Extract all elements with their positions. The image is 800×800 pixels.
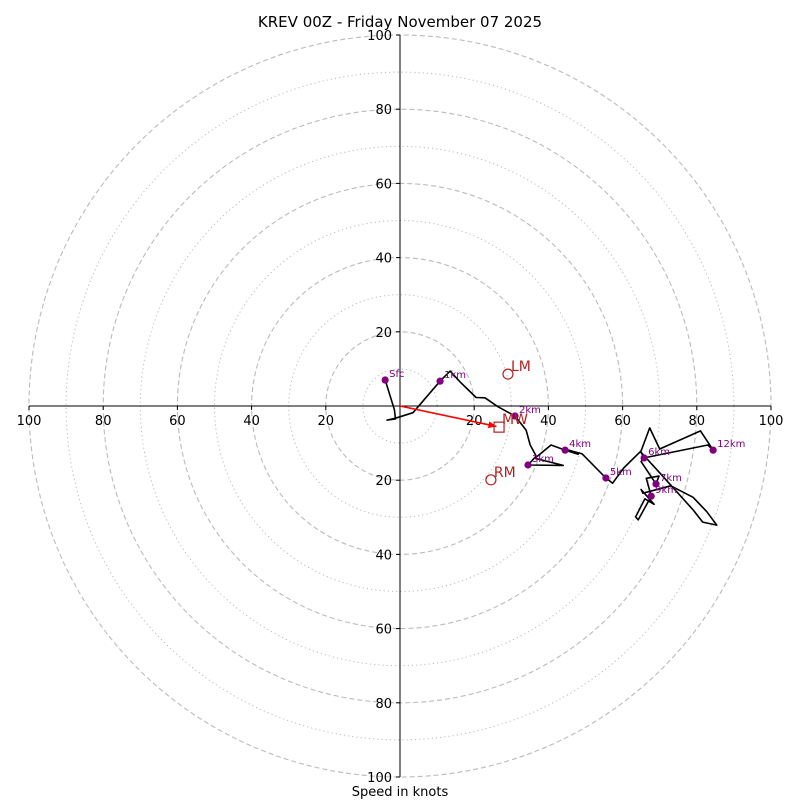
height-marker-label: 1km xyxy=(444,370,466,381)
y-tick-label: 40 xyxy=(375,548,392,563)
height-marker-label: Sfc xyxy=(389,369,404,380)
storm-motion-square xyxy=(493,421,505,433)
height-marker-label: 3km xyxy=(532,454,554,465)
height-marker-label: 6km xyxy=(648,447,670,458)
height-marker-dot xyxy=(561,446,569,454)
mean-wind-arrow-shaft xyxy=(399,405,497,428)
height-marker-label: 9km xyxy=(655,485,677,496)
height-marker-dot xyxy=(381,376,389,384)
height-marker-label: 5km xyxy=(610,467,632,478)
hodograph-line xyxy=(384,370,718,526)
x-tick-label: 40 xyxy=(243,414,260,429)
storm-motion-circle xyxy=(502,368,514,380)
x-axis-label: Speed in knots xyxy=(352,785,449,800)
y-tick-label: 60 xyxy=(375,177,392,192)
height-marker-dot xyxy=(511,412,519,420)
y-tick-label: 100 xyxy=(367,771,392,786)
storm-motion-circle xyxy=(485,474,497,486)
height-marker-dot xyxy=(647,492,655,500)
x-tick-label: 80 xyxy=(95,414,112,429)
height-marker-dot xyxy=(652,480,660,488)
storm-motion-label: RM xyxy=(494,465,516,481)
x-tick-label: 60 xyxy=(614,414,631,429)
chart-title: KREV 00Z - Friday November 07 2025 xyxy=(258,13,542,31)
height-marker-label: 2km xyxy=(519,405,541,416)
height-marker-dot xyxy=(436,377,444,385)
y-tick-label: 20 xyxy=(375,474,392,489)
storm-motion-label: LM xyxy=(511,359,531,375)
y-tick-label: 20 xyxy=(375,326,392,341)
storm-motion-label: MW xyxy=(502,412,528,428)
x-tick-label: 100 xyxy=(759,414,784,429)
height-marker-label: 12km xyxy=(717,439,745,450)
storm-motion-markers: LM MW RM xyxy=(485,359,531,486)
x-tick-label: 80 xyxy=(689,414,706,429)
hodograph-trace xyxy=(384,370,718,526)
height-marker-dot xyxy=(602,474,610,482)
y-tick-label: 60 xyxy=(375,623,392,638)
height-marker-label: 7km xyxy=(660,473,682,484)
tick-labels: 2020202040404040606060608080808010010010… xyxy=(17,29,784,786)
x-tick-label: 40 xyxy=(540,414,557,429)
x-tick-label: 60 xyxy=(169,414,186,429)
height-marker-label: 4km xyxy=(569,439,591,450)
x-tick-label: 20 xyxy=(318,414,335,429)
y-tick-label: 40 xyxy=(375,252,392,267)
y-tick-label: 80 xyxy=(375,103,392,118)
x-tick-label: 100 xyxy=(17,414,42,429)
height-marker-dot xyxy=(524,461,532,469)
y-tick-label: 100 xyxy=(367,29,392,44)
height-marker-dot xyxy=(709,446,717,454)
height-marker-dot xyxy=(640,454,648,462)
y-tick-label: 80 xyxy=(375,697,392,712)
